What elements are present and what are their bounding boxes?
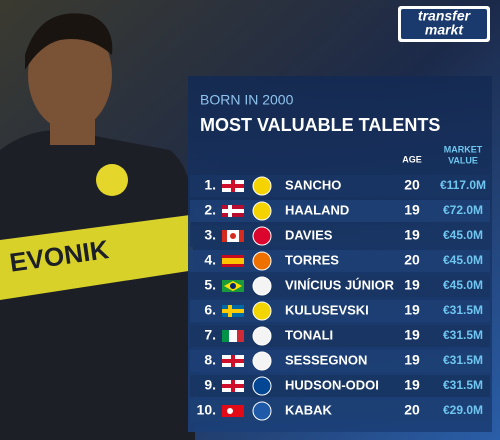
logo: transfer markt — [398, 6, 490, 42]
player-name: KABAK — [285, 402, 333, 417]
flag-part — [222, 359, 244, 363]
player-name: DAVIES — [285, 227, 333, 242]
market-value: €31.5M — [443, 303, 483, 317]
flag — [222, 330, 244, 342]
flag — [222, 180, 244, 192]
flag — [222, 280, 244, 292]
age: 19 — [404, 202, 420, 218]
rank: 6. — [204, 302, 216, 318]
player-name: TORRES — [285, 252, 339, 267]
club-crest — [252, 376, 272, 396]
flag-part — [239, 230, 244, 242]
market-value: €72.0M — [443, 203, 483, 217]
player-name: HAALAND — [285, 202, 349, 217]
club-crest — [252, 176, 272, 196]
flag-part — [222, 384, 244, 388]
club-crest — [252, 301, 272, 321]
market-value: €45.0M — [443, 228, 483, 242]
column-header: AGE — [402, 154, 422, 164]
rank: 3. — [204, 227, 216, 243]
flag — [222, 405, 244, 417]
title: MOST VALUABLE TALENTS — [200, 115, 440, 135]
rank: 2. — [204, 202, 216, 218]
rank: 1. — [204, 177, 216, 193]
flag — [222, 355, 244, 367]
flag-part — [227, 408, 233, 414]
player-name: SESSEGNON — [285, 352, 367, 367]
age: 19 — [404, 377, 420, 393]
club-crest — [252, 351, 272, 371]
flag-part — [237, 330, 244, 342]
subtitle: BORN IN 2000 — [200, 92, 294, 108]
flag-part — [222, 230, 227, 242]
flag-part — [222, 258, 244, 264]
market-value: €45.0M — [443, 253, 483, 267]
age: 20 — [404, 402, 420, 418]
rank: 9. — [204, 377, 216, 393]
market-value: €31.5M — [443, 328, 483, 342]
market-value: €29.0M — [443, 403, 483, 417]
flag-part — [230, 233, 236, 239]
player-name: SANCHO — [285, 177, 341, 192]
column-header: VALUE — [448, 155, 478, 165]
club-crest — [252, 201, 272, 221]
column-header: MARKET — [444, 144, 483, 154]
age: 19 — [404, 327, 420, 343]
rank: 8. — [204, 352, 216, 368]
rank: 7. — [204, 327, 216, 343]
flag — [222, 205, 244, 217]
player-photo: EVONIK — [0, 13, 195, 440]
flag-part — [222, 309, 244, 313]
rank: 4. — [204, 252, 216, 268]
age: 19 — [404, 277, 420, 293]
flag-part — [222, 209, 244, 213]
age: 20 — [404, 177, 420, 193]
player-name: KULUSEVSKI — [285, 302, 369, 317]
club-crest — [252, 276, 272, 296]
age: 19 — [404, 302, 420, 318]
club-crest — [252, 401, 272, 421]
player-name: TONALI — [285, 327, 333, 342]
flag-part — [229, 330, 237, 342]
age: 19 — [404, 227, 420, 243]
logo-text: transfer — [418, 8, 472, 24]
club-crest — [252, 226, 272, 246]
flag — [222, 380, 244, 392]
age: 19 — [404, 352, 420, 368]
flag — [222, 305, 244, 317]
player-name: VINÍCIUS JÚNIOR — [285, 277, 395, 292]
flag — [222, 255, 244, 267]
rank: 10. — [197, 402, 216, 418]
flag — [222, 230, 244, 242]
table-rows: 1. SANCHO 20 €117.0M 2. HAALAND 19 €72.0M 3. DAVI… — [190, 175, 490, 422]
market-value: €31.5M — [443, 353, 483, 367]
rank: 5. — [204, 277, 216, 293]
logo-text: markt — [425, 22, 464, 38]
player-name: HUDSON-ODOI — [285, 377, 379, 392]
market-value: €117.0M — [440, 178, 486, 192]
age: 20 — [404, 252, 420, 268]
flag-part — [222, 184, 244, 188]
flag-part — [230, 283, 236, 289]
club-crest — [252, 326, 272, 346]
club-crest — [252, 251, 272, 271]
market-value: €31.5M — [443, 378, 483, 392]
market-value: €45.0M — [443, 278, 483, 292]
